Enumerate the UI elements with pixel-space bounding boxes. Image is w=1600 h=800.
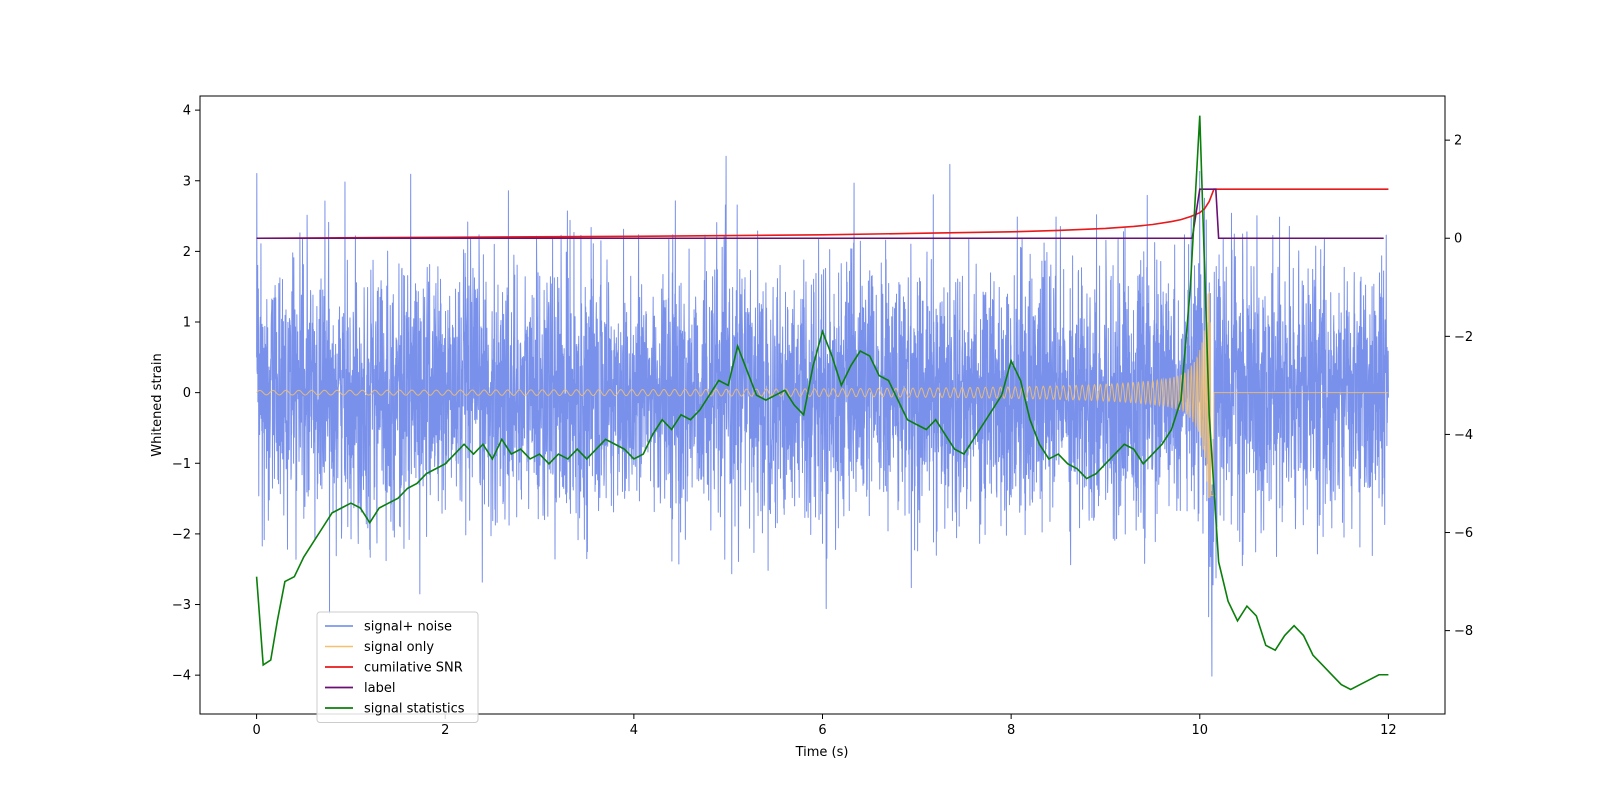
y-right-tick-label: −8 [1454,624,1473,639]
legend-entry: signal+ noise [364,620,452,635]
legend-entry: signal statistics [364,702,465,717]
y-left-tick-label: −2 [172,527,191,542]
legend-entry: label [364,681,395,696]
y-left-tick-label: −4 [172,669,191,684]
x-tick-label: 12 [1380,723,1397,738]
plot-area [255,115,1389,691]
series-cumilative-snr [256,188,1389,240]
y-right-tick-label: −6 [1454,526,1473,541]
x-tick-label: 2 [441,723,449,738]
x-tick-label: 0 [252,723,260,738]
series-signal-statistics [255,115,1389,691]
y-axis-left: −4 −3 −2 −1 0 1 2 3 4 [172,104,200,684]
x-axis-label: Time (s) [795,745,849,760]
y-left-tick-label: 1 [183,316,191,331]
legend-entry: cumilative SNR [364,661,463,676]
y-right-tick-label: −2 [1454,330,1473,345]
y-left-tick-label: 0 [183,386,191,401]
y-right-tick-label: −4 [1454,428,1473,443]
x-tick-label: 6 [818,723,826,738]
legend-frame [316,611,479,723]
y-left-tick-label: 4 [183,104,191,119]
y-right-tick-label: 0 [1454,232,1462,247]
series-signal-only [256,291,1389,499]
legend: signal+ noise signal only cumilative SNR la… [316,611,479,723]
x-tick-label: 4 [630,723,638,738]
x-tick-label: 10 [1191,723,1208,738]
y-right-tick-label: 2 [1454,134,1462,149]
y-left-tick-label: −1 [172,457,191,472]
y-axis-label: Whitened strain [150,353,165,456]
series-signal-noise [256,155,1389,677]
y-left-tick-label: −3 [172,598,191,613]
series-label [256,188,1384,240]
y-left-tick-label: 2 [183,245,191,260]
x-tick-label: 8 [1007,723,1015,738]
y-axis-right: −8 −6 −4 −2 0 2 [1445,134,1473,639]
legend-entry: signal only [364,640,434,655]
x-axis: 0 2 4 6 8 10 12 [252,714,1397,738]
y-left-tick-label: 3 [183,174,191,189]
